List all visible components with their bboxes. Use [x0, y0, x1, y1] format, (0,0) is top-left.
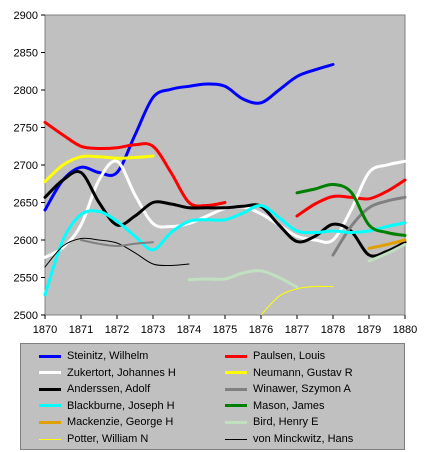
y-tick-label: 2700 — [14, 160, 38, 172]
legend-swatch — [225, 439, 247, 440]
x-tick-label: 1870 — [33, 324, 57, 336]
legend-swatch — [39, 439, 61, 440]
legend-swatch — [39, 388, 61, 391]
legend-item: Bird, Henry E — [225, 414, 318, 430]
legend-label: Paulsen, Louis — [253, 350, 325, 362]
x-tick-label: 1876 — [249, 324, 273, 336]
y-tick-label: 2800 — [14, 85, 38, 97]
x-tick-label: 1879 — [357, 324, 381, 336]
legend-swatch — [39, 355, 61, 358]
legend-label: Potter, William N — [67, 433, 148, 445]
legend-swatch — [39, 371, 61, 374]
legend-item: Mackenzie, George H — [39, 414, 173, 430]
legend-item: Winawer, Szymon A — [225, 381, 351, 397]
legend-label: Mackenzie, George H — [67, 416, 173, 428]
legend-label: Zukertort, Johannes H — [67, 367, 176, 379]
x-tick-label: 1874 — [177, 324, 201, 336]
x-tick-label: 1872 — [105, 324, 129, 336]
legend-label: von Minckwitz, Hans — [253, 433, 353, 445]
legend-swatch — [225, 404, 247, 407]
legend-label: Winawer, Szymon A — [253, 383, 351, 395]
legend-swatch — [225, 421, 247, 424]
legend-label: Steinitz, Wilhelm — [67, 350, 148, 362]
x-tick-label: 1873 — [141, 324, 165, 336]
y-tick-label: 2500 — [14, 310, 38, 322]
x-tick-label: 1880 — [393, 324, 417, 336]
plot-area — [45, 15, 405, 315]
legend-label: Mason, James — [253, 400, 325, 412]
legend-label: Bird, Henry E — [253, 416, 318, 428]
legend-swatch — [225, 388, 247, 391]
legend-item: Paulsen, Louis — [225, 348, 325, 364]
y-tick-label: 2650 — [14, 198, 38, 210]
legend-item: Potter, William N — [39, 431, 148, 447]
legend-item: Anderssen, Adolf — [39, 381, 150, 397]
y-tick-label: 2900 — [14, 10, 38, 22]
legend: Steinitz, Wilhelm Paulsen, Louis Zukertort… — [20, 343, 405, 450]
legend-item: von Minckwitz, Hans — [225, 431, 353, 447]
y-tick-label: 2850 — [14, 48, 38, 60]
x-tick-label: 1878 — [321, 324, 345, 336]
legend-swatch — [225, 371, 247, 374]
legend-label: Anderssen, Adolf — [67, 383, 150, 395]
x-tick-label: 1875 — [213, 324, 237, 336]
x-tick-label: 1877 — [285, 324, 309, 336]
legend-item: Zukertort, Johannes H — [39, 365, 176, 381]
legend-label: Blackburne, Joseph H — [67, 400, 175, 412]
legend-item: Mason, James — [225, 398, 325, 414]
legend-swatch — [39, 421, 61, 424]
legend-label: Neumann, Gustav R — [253, 367, 353, 379]
y-tick-label: 2600 — [14, 235, 38, 247]
legend-swatch — [225, 355, 247, 358]
legend-swatch — [39, 404, 61, 407]
line-chart: 2500 2550 2600 2650 2700 2750 2800 2850 2900 1870… — [0, 0, 426, 340]
legend-item: Neumann, Gustav R — [225, 365, 353, 381]
x-tick-label: 1871 — [69, 324, 93, 336]
legend-item: Steinitz, Wilhelm — [39, 348, 148, 364]
y-tick-label: 2750 — [14, 123, 38, 135]
y-tick-label: 2550 — [14, 273, 38, 285]
legend-item: Blackburne, Joseph H — [39, 398, 175, 414]
